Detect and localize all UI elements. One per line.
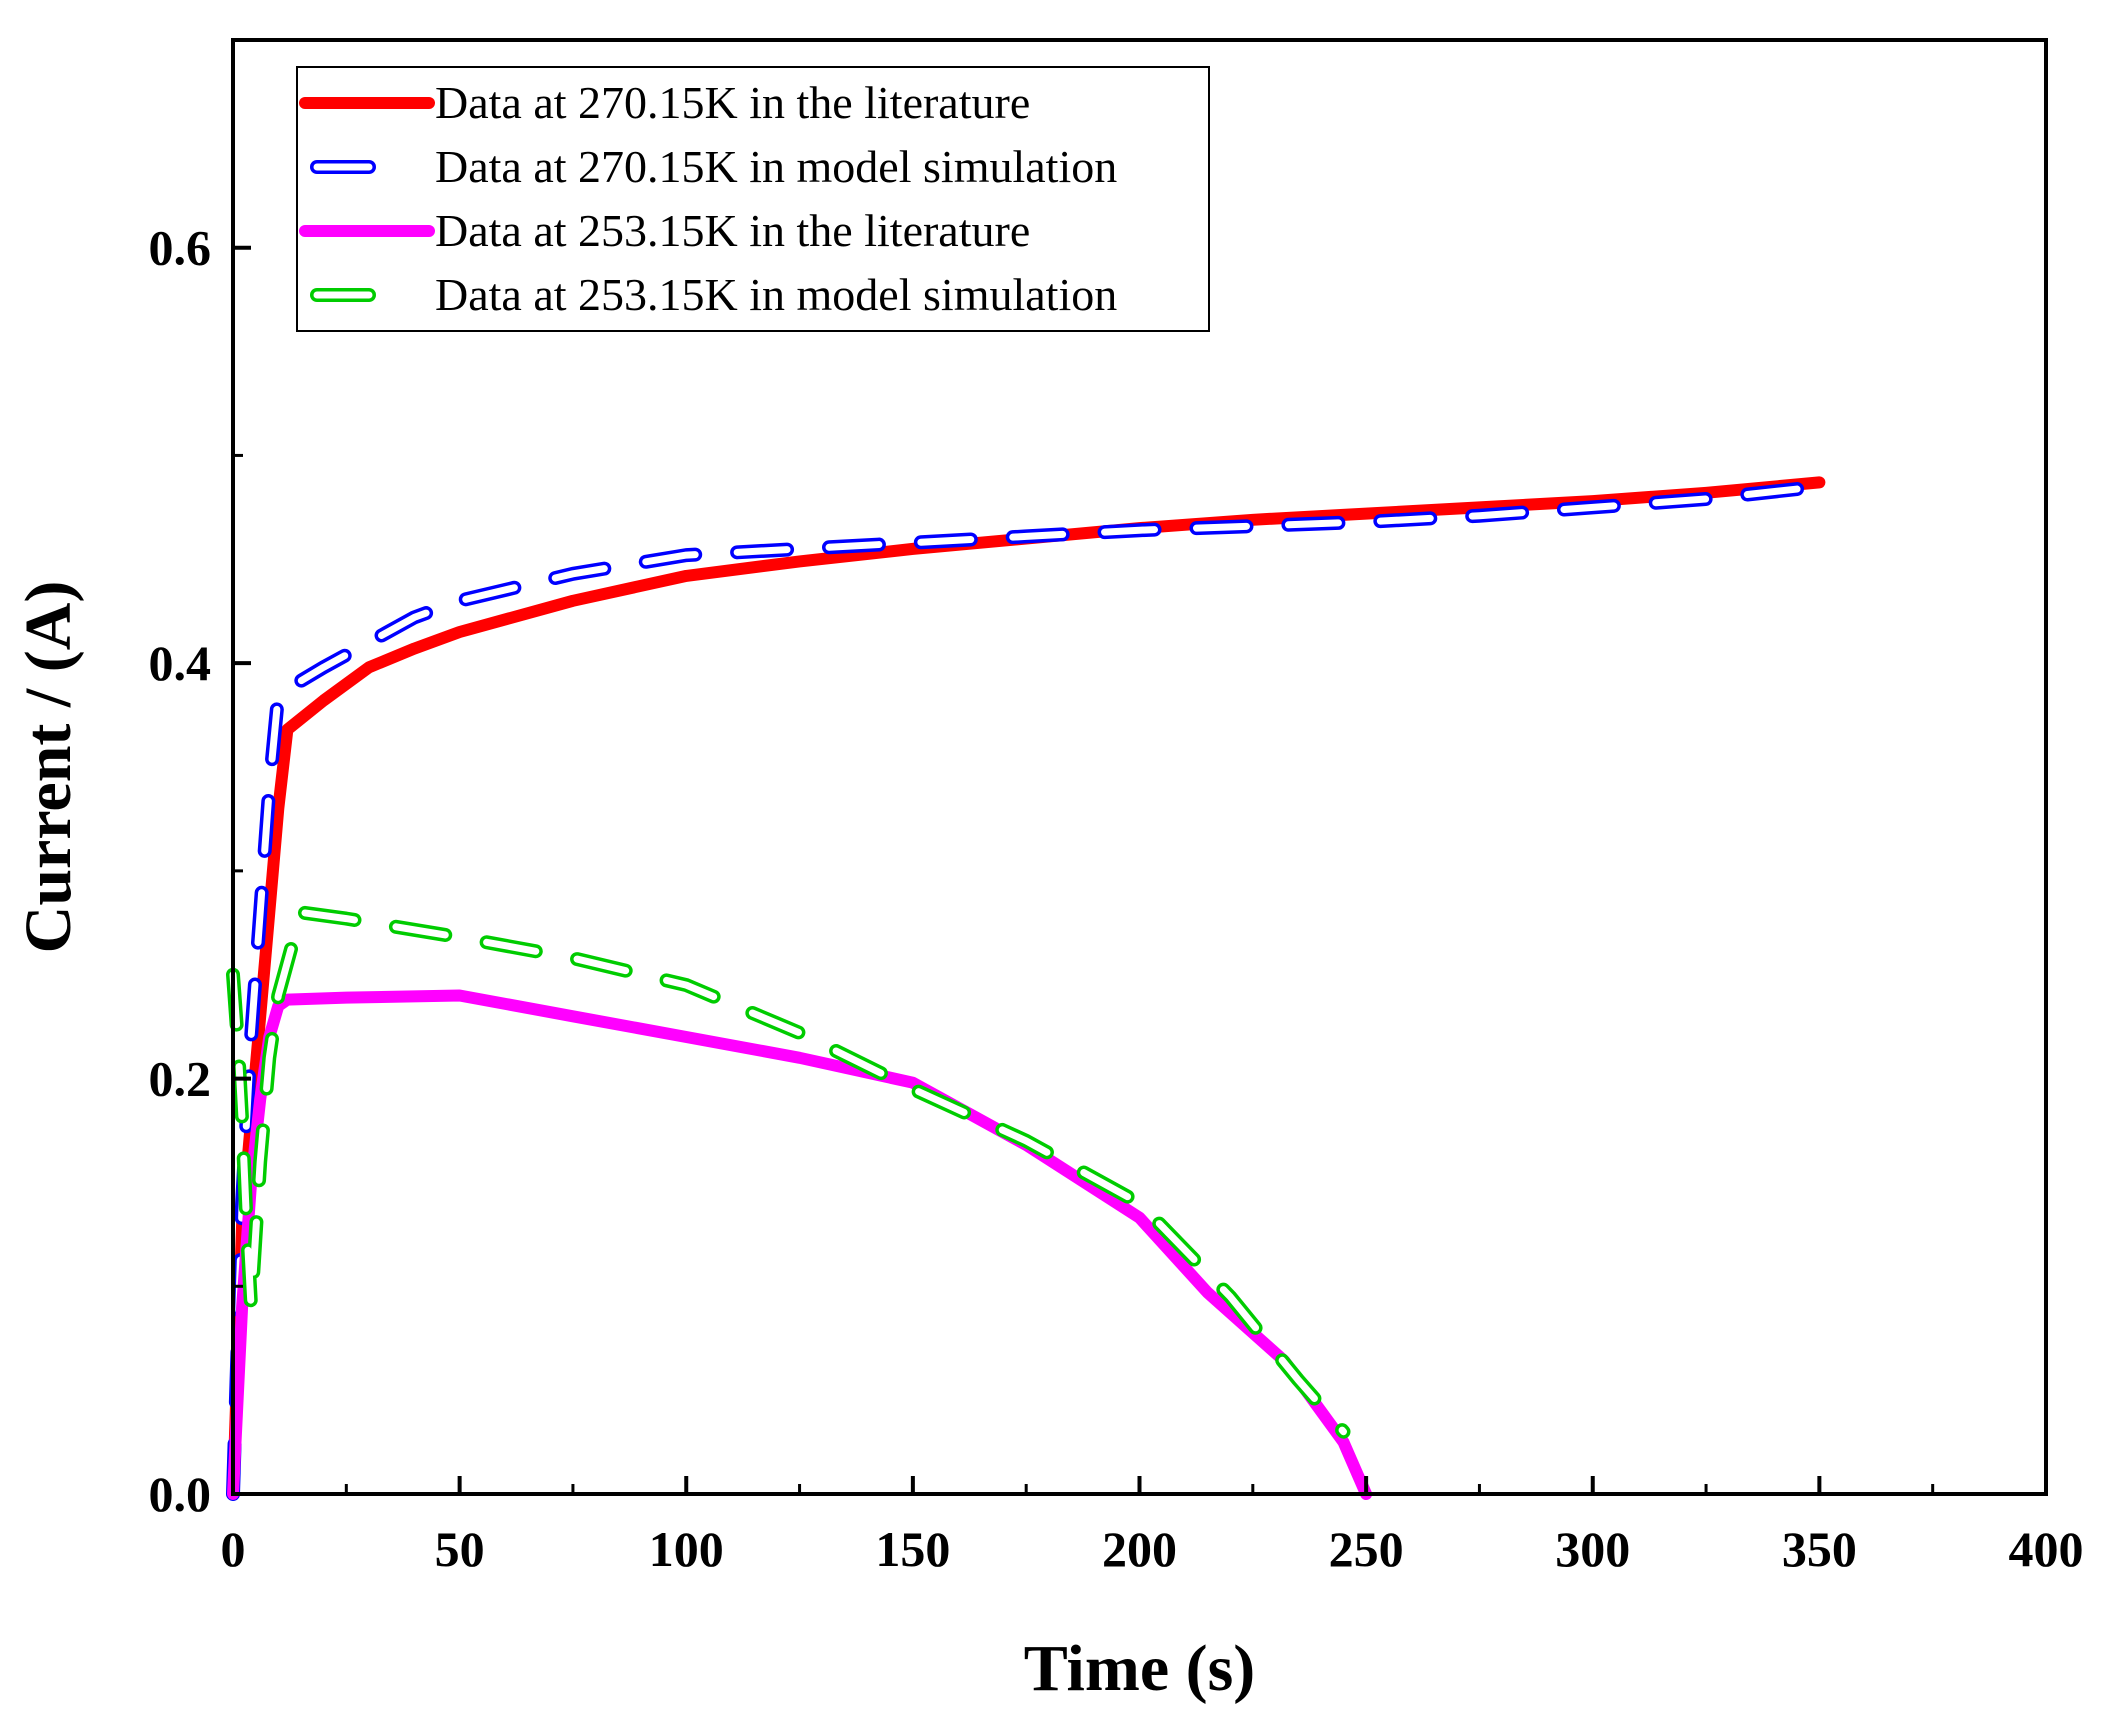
y-tick-label: 0.0 [149,1466,212,1522]
series-line-2 [229,483,1823,1498]
x-tick-label: 100 [649,1521,724,1577]
x-tick-label: 400 [2009,1521,2084,1577]
series-line-1 [227,476,1826,1500]
x-tick-label: 200 [1102,1521,1177,1577]
series-line-3 [227,989,1373,1500]
y-tick-label: 0.2 [149,1051,212,1107]
x-tick-label: 300 [1555,1521,1630,1577]
x-tick-label: 350 [1782,1521,1857,1577]
x-tick-label: 50 [435,1521,485,1577]
legend-box [296,66,1210,332]
x-tick-label: 0 [221,1521,246,1577]
y-axis-title: Current / (A) [12,581,85,954]
x-tick-label: 250 [1329,1521,1404,1577]
legend-label-1: Data at 270.15K in the literature [435,77,1030,128]
series-line-4 [229,908,1347,1436]
series-layer [226,476,1827,1501]
legend-label-2: Data at 270.15K in model simulation [435,141,1117,192]
x-axis-title: Time (s) [1024,1632,1256,1705]
legend-label-3: Data at 253.15K in the literature [435,205,1030,256]
legend-label-4: Data at 253.15K in model simulation [435,269,1117,320]
legend: Data at 270.15K in the literature Data at… [296,66,1210,332]
y-tick-label: 0.6 [149,220,212,276]
x-tick-label: 150 [875,1521,950,1577]
y-tick-label: 0.4 [149,635,212,691]
ticks-layer: 0 50 100 150 200 250 300 350 400 0.0 0.2 0.4 0.6 [149,220,2084,1577]
